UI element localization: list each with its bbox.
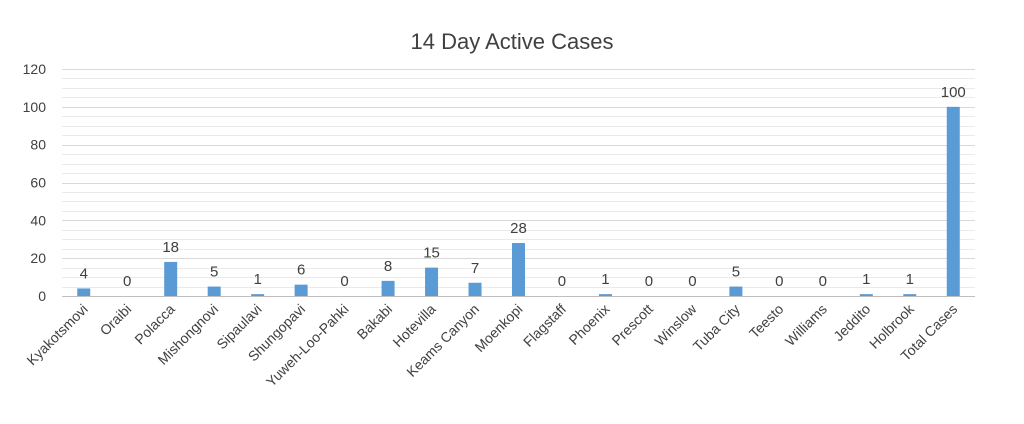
bar (381, 280, 395, 296)
x-tick-label: Moenkopi (471, 301, 525, 355)
x-tick-label: Flagstaff (520, 301, 569, 350)
bar (598, 294, 612, 296)
y-tick-label: 0 (38, 288, 46, 304)
gridlines (62, 69, 975, 297)
bars (77, 106, 960, 296)
x-tick-label: Williams (782, 301, 830, 349)
data-label: 0 (688, 273, 696, 290)
x-tick-label: Jeddito (830, 301, 873, 344)
data-label: 0 (340, 273, 348, 290)
data-label: 7 (471, 260, 479, 277)
y-tick-label: 120 (23, 61, 47, 77)
data-label: 18 (162, 239, 179, 256)
x-tick-label: Kyakotsmovi (23, 301, 90, 368)
y-tick-label: 60 (30, 175, 46, 191)
data-label: 0 (645, 273, 653, 290)
x-tick-label: Tuba City (690, 301, 743, 354)
x-tick-label: Prescott (608, 301, 656, 349)
bar (859, 294, 873, 296)
bar (77, 288, 91, 296)
bar (903, 294, 917, 296)
y-tick-label: 80 (30, 137, 46, 153)
data-label: 1 (601, 271, 609, 288)
y-tick-label: 40 (30, 212, 46, 228)
y-axis-ticks: 0 20 40 60 80 100 120 (23, 61, 47, 304)
data-label: 100 (941, 84, 966, 101)
data-label: 28 (510, 220, 527, 237)
y-tick-label: 20 (30, 250, 46, 266)
data-label: 0 (819, 273, 827, 290)
data-label: 0 (558, 273, 566, 290)
data-label: 5 (732, 264, 740, 281)
bar (164, 261, 178, 296)
bar (512, 243, 525, 296)
x-tick-label: Oraibi (97, 301, 135, 339)
x-axis-ticks: Kyakotsmovi OraibiPolaccaMishongnoviSipau… (23, 300, 960, 390)
data-label: 5 (210, 264, 218, 281)
bar (294, 284, 308, 296)
x-tick-label: Yuweh-Loo-Pahki (263, 301, 352, 390)
chart-title: 14 Day Active Cases (411, 29, 614, 54)
data-label: 1 (253, 271, 261, 288)
bar (207, 286, 221, 296)
data-label: 0 (775, 273, 783, 290)
bar (946, 106, 960, 296)
bar (729, 286, 743, 296)
bar (251, 294, 265, 296)
data-label: 4 (80, 265, 88, 282)
data-label: 15 (423, 245, 440, 262)
y-tick-label: 100 (23, 99, 47, 115)
x-tick-label: Phoenix (565, 301, 612, 348)
x-tick-label: Teesto (746, 301, 787, 342)
bar (425, 267, 439, 296)
bar (468, 282, 482, 296)
data-label: 1 (862, 271, 870, 288)
data-label: 1 (906, 271, 914, 288)
data-label: 6 (297, 262, 305, 279)
data-label: 0 (123, 273, 131, 290)
x-tick-label: Bakabi (354, 301, 396, 343)
data-label: 8 (384, 258, 392, 275)
